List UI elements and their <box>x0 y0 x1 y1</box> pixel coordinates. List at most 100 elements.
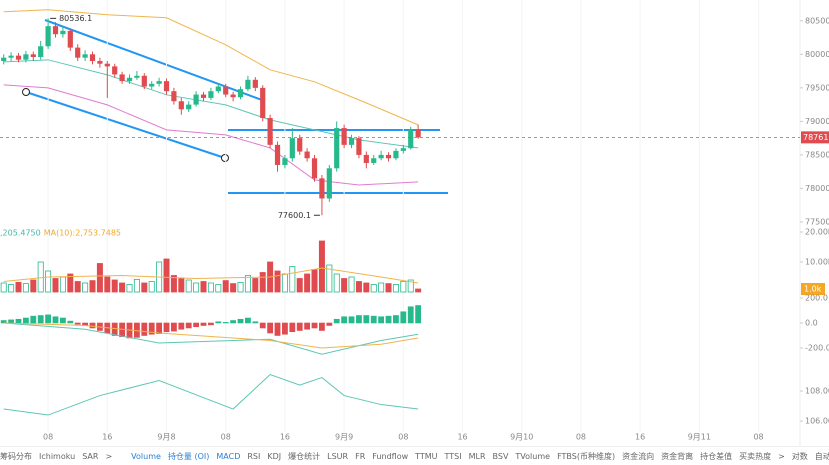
candle-body <box>82 54 88 58</box>
macd-bar <box>304 322 311 330</box>
volume-bar <box>304 273 311 293</box>
macd-bar <box>356 315 362 324</box>
toolbar-item[interactable]: 爆仓统计 <box>288 451 321 461</box>
volume-bar <box>274 270 281 293</box>
macd-bar <box>178 322 185 330</box>
candle-body <box>223 86 229 95</box>
macd-bar <box>74 322 81 325</box>
volume-bar <box>259 272 266 293</box>
toolbar-item[interactable]: 自动 <box>814 451 829 461</box>
macd-bar <box>23 317 29 324</box>
toolbar-item[interactable]: MLR <box>468 451 486 461</box>
candle-body <box>237 89 244 98</box>
volume-bar <box>15 281 22 293</box>
chart: 08 16 9月8 08 16 9月9 08 16 9月10 08 16 9月11 08 80500.0 8… <box>0 0 829 446</box>
x-tick-label: 08 <box>398 433 408 442</box>
indicator-legend: ,205.4750 <box>0 229 41 238</box>
toolbar-item[interactable]: 对数 <box>791 451 808 461</box>
toolbar-item[interactable]: 买卖热度 <box>739 451 772 461</box>
volume-bar <box>222 280 229 293</box>
candle-body <box>319 178 325 199</box>
macd-bar <box>407 306 414 324</box>
toolbar-item[interactable]: FR <box>355 451 366 461</box>
candle-body <box>289 138 295 159</box>
toolbar-item[interactable]: SAR <box>82 451 99 461</box>
toolbar-item[interactable]: 资金背离 <box>661 451 694 461</box>
toolbar-item[interactable]: 筹码分布 <box>0 451 32 461</box>
x-tick-label: 08 <box>43 433 53 442</box>
macd-bar <box>267 322 274 334</box>
macd-bar <box>30 315 37 324</box>
toolbar-item[interactable]: BSV <box>492 451 509 461</box>
volume-bar <box>244 275 251 293</box>
candle-body <box>356 138 362 155</box>
macd-bar <box>333 318 340 324</box>
macd-bar <box>274 322 281 336</box>
toolbar-item[interactable]: Volume <box>131 451 161 461</box>
toolbar-item[interactable]: > <box>105 451 113 461</box>
candle-body <box>60 30 66 35</box>
candle-body <box>156 81 162 84</box>
macd-bar <box>282 322 288 335</box>
candle-body <box>75 47 81 58</box>
candle-body <box>178 101 184 110</box>
macd-bar <box>245 317 251 324</box>
x-tick-label: 16 <box>102 433 112 442</box>
volume-bar <box>148 281 155 293</box>
volume-bar <box>141 282 148 293</box>
volume-bar <box>74 281 81 293</box>
toolbar-item[interactable]: TTSI <box>444 451 462 461</box>
toolbar-item[interactable]: RSI <box>247 451 261 461</box>
toolbar-item[interactable]: KDJ <box>267 451 282 461</box>
candle-body <box>208 91 214 98</box>
macd-bar <box>348 316 355 324</box>
candle-body <box>52 26 59 35</box>
x-tick-label: 08 <box>221 433 231 442</box>
volume-bar <box>363 282 370 293</box>
volume-bar <box>163 258 170 293</box>
x-tick-label: 16 <box>635 433 645 442</box>
macd-bar <box>252 321 259 324</box>
candle-body <box>385 154 392 159</box>
trend-handle <box>221 154 229 162</box>
toolbar-item[interactable]: Ichimoku <box>39 451 76 461</box>
candle-body <box>23 54 29 60</box>
indicator-line <box>3 9 419 126</box>
toolbar-item[interactable]: TTMU <box>415 451 438 461</box>
macd-bar <box>311 322 318 329</box>
toolbar-item[interactable]: Fundflow <box>372 451 409 461</box>
volume-bar <box>119 282 126 293</box>
candle-body <box>304 151 310 159</box>
macd-bar <box>237 318 244 324</box>
toolbar-item[interactable]: TVolume <box>515 451 551 461</box>
candle-body <box>112 66 118 75</box>
indicator-line <box>3 267 419 284</box>
value-label-box <box>801 283 825 295</box>
candle-body <box>193 94 199 105</box>
toolbar-item[interactable]: MACD <box>216 451 241 461</box>
y-tick-label: -200.0 <box>805 344 829 353</box>
volume-bar <box>392 284 399 293</box>
candle-body <box>348 138 355 145</box>
x-tick-label: 9月11 <box>688 433 711 442</box>
toolbar-item[interactable]: > <box>778 451 785 461</box>
candle-body <box>15 55 22 60</box>
macd-bar <box>89 322 96 329</box>
macd-bar <box>215 321 222 324</box>
toolbar-item[interactable]: 持仓差值 <box>700 451 733 461</box>
toolbar-item[interactable]: 资金流向 <box>622 451 655 461</box>
macd-bar <box>67 320 74 324</box>
volume-bar <box>89 280 96 293</box>
candle-body <box>311 158 318 179</box>
toolbar-item[interactable]: 持仓量 (OI) <box>167 451 210 461</box>
y-tick-label: 80500.0 <box>805 16 829 25</box>
volume-bar <box>52 278 59 293</box>
macd-bar <box>341 316 348 324</box>
volume-bar <box>133 278 140 293</box>
low-label: 77600.1 <box>278 211 311 220</box>
toolbar-item[interactable]: LSUR <box>327 451 349 461</box>
volume-bar <box>37 261 44 293</box>
macd-bar <box>370 315 377 324</box>
macd-bar <box>193 322 200 328</box>
toolbar-item[interactable]: FTBS(币种维度) <box>557 451 616 461</box>
